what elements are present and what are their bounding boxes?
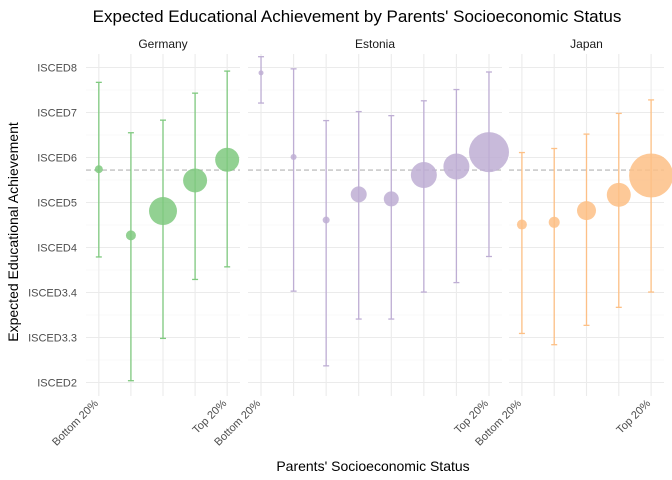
chart-title: Expected Educational Achievement by Pare… xyxy=(93,7,622,26)
x-axis-label: Parents' Socioeconomic Status xyxy=(276,458,469,474)
data-point xyxy=(94,165,103,174)
data-point xyxy=(516,219,527,230)
data-point xyxy=(468,132,509,173)
data-point xyxy=(410,162,437,189)
y-tick-label: ISCED3.4 xyxy=(28,288,77,300)
y-tick-label: ISCED5 xyxy=(37,198,77,210)
data-point xyxy=(606,182,631,207)
y-tick-label: ISCED3.3 xyxy=(28,333,77,345)
facet-label: Estonia xyxy=(355,37,395,51)
facet-label: Japan xyxy=(570,37,603,51)
y-tick-label: ISCED4 xyxy=(37,243,77,255)
y-tick-label: ISCED7 xyxy=(37,108,77,120)
y-tick-label: ISCED8 xyxy=(37,63,77,75)
x-tick-label: Bottom 20% xyxy=(50,397,101,448)
data-point xyxy=(383,191,399,207)
data-point xyxy=(577,201,596,221)
data-point xyxy=(548,216,560,228)
data-point xyxy=(350,186,367,203)
y-tick-label: ISCED2 xyxy=(37,378,77,390)
data-point xyxy=(290,154,297,161)
data-point xyxy=(443,153,470,180)
y-axis-label: Expected Educational Achievement xyxy=(5,122,21,342)
plot-area: ISCED2 ISCED3.3 ISCED3.4 ISCED4 ISCED5 ISCED6… xyxy=(28,37,672,448)
data-point xyxy=(322,216,330,224)
data-point xyxy=(125,230,136,241)
data-point xyxy=(258,70,264,76)
x-tick-label: Top 20% xyxy=(614,397,653,436)
facet-label: Germany xyxy=(138,37,187,51)
data-point xyxy=(183,168,208,193)
data-point xyxy=(149,197,177,226)
y-tick-label: ISCED6 xyxy=(37,153,77,165)
data-point xyxy=(215,147,240,172)
data-point xyxy=(629,153,672,198)
